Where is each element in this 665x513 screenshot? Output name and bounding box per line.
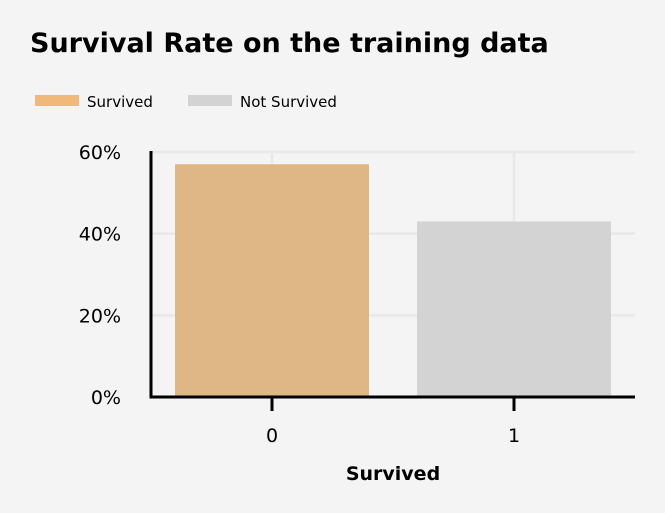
bars: [175, 164, 611, 397]
y-tick-label: 40%: [79, 224, 121, 246]
legend: Survived Not Survived: [35, 93, 337, 111]
x-tick-label: 1: [508, 425, 520, 447]
legend-swatch-not-survived: [188, 95, 232, 106]
legend-swatch-survived: [35, 95, 79, 106]
axes: [149, 151, 635, 411]
bar-0: [175, 164, 369, 397]
legend-label-survived: Survived: [87, 93, 153, 111]
tick-labels: 0 1 0% 20% 40% 60%: [79, 142, 520, 447]
legend-label-not-survived: Not Survived: [240, 93, 337, 111]
x-tick-label: 0: [266, 425, 278, 447]
x-axis-label: Survived: [346, 463, 440, 485]
chart-title: Survival Rate on the training data: [30, 28, 549, 59]
bar-1: [417, 221, 611, 397]
y-tick-label: 20%: [79, 305, 121, 327]
y-tick-label: 60%: [79, 142, 121, 164]
y-tick-label: 0%: [91, 387, 121, 409]
